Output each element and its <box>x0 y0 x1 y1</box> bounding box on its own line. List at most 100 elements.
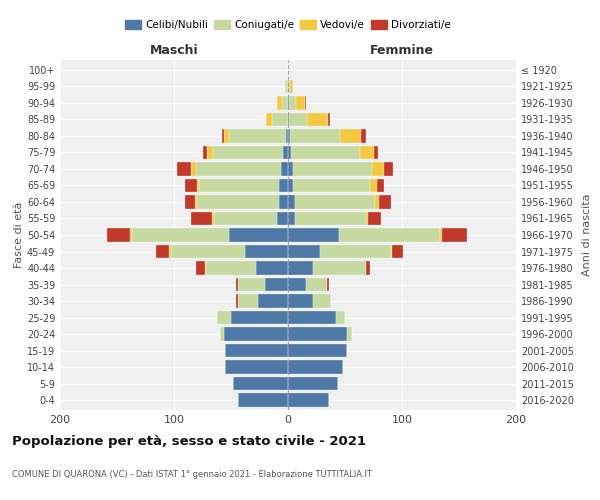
Bar <box>283 146 288 159</box>
Bar <box>289 96 296 110</box>
Bar <box>365 261 370 275</box>
Bar <box>156 244 169 258</box>
Bar <box>196 162 281 175</box>
Bar <box>286 129 288 142</box>
Bar <box>384 162 393 175</box>
Bar <box>281 162 288 175</box>
Bar <box>245 244 288 258</box>
Bar <box>283 96 288 110</box>
Bar <box>107 228 130 242</box>
Bar <box>203 146 207 159</box>
Bar <box>336 311 345 324</box>
Bar <box>290 80 293 93</box>
Bar <box>272 112 288 126</box>
Bar <box>379 195 391 209</box>
Y-axis label: Fasce di età: Fasce di età <box>14 202 24 268</box>
Bar <box>196 261 205 275</box>
Bar <box>320 244 391 258</box>
Bar <box>288 80 290 93</box>
Bar <box>220 328 224 341</box>
Bar <box>238 394 288 407</box>
Bar <box>213 146 283 159</box>
Bar <box>288 212 295 226</box>
Bar <box>226 360 288 374</box>
Bar <box>288 112 289 126</box>
Bar <box>191 162 196 175</box>
Bar <box>288 278 306 291</box>
Bar <box>288 294 313 308</box>
Bar <box>370 178 377 192</box>
Bar <box>130 228 132 242</box>
Bar <box>238 294 259 308</box>
Bar <box>169 244 170 258</box>
Bar <box>265 278 288 291</box>
Bar <box>290 129 340 142</box>
Bar <box>373 162 384 175</box>
Bar <box>197 195 279 209</box>
Bar <box>360 146 373 159</box>
Bar <box>327 278 329 291</box>
Bar <box>236 294 238 308</box>
Bar <box>224 328 288 341</box>
Bar <box>440 228 442 242</box>
Bar <box>365 212 368 226</box>
Bar <box>178 162 191 175</box>
Bar <box>368 212 382 226</box>
Bar <box>214 212 277 226</box>
Bar <box>199 178 279 192</box>
Bar <box>442 228 467 242</box>
Bar <box>305 96 306 110</box>
Bar <box>197 178 199 192</box>
Bar <box>293 162 373 175</box>
Bar <box>288 129 290 142</box>
Bar <box>288 162 293 175</box>
Bar <box>266 112 272 126</box>
Bar <box>288 261 313 275</box>
Bar <box>288 328 347 341</box>
Bar <box>374 195 379 209</box>
Bar <box>373 146 378 159</box>
Bar <box>392 244 403 258</box>
Bar <box>288 228 340 242</box>
Bar <box>185 178 197 192</box>
Bar <box>288 96 289 110</box>
Bar <box>391 244 392 258</box>
Bar <box>295 195 374 209</box>
Bar <box>377 178 384 192</box>
Bar <box>340 129 361 142</box>
Y-axis label: Anni di nascita: Anni di nascita <box>582 194 592 276</box>
Bar <box>307 112 328 126</box>
Bar <box>286 80 288 93</box>
Bar <box>288 394 329 407</box>
Bar <box>233 377 288 390</box>
Bar <box>296 96 305 110</box>
Bar <box>224 129 229 142</box>
Bar <box>288 195 295 209</box>
Bar <box>284 80 286 93</box>
Bar <box>226 344 288 358</box>
Bar <box>236 278 238 291</box>
Bar <box>229 228 288 242</box>
Bar <box>288 146 292 159</box>
Bar <box>313 294 331 308</box>
Bar <box>288 244 320 258</box>
Bar <box>185 195 194 209</box>
Bar <box>293 178 370 192</box>
Bar <box>279 195 288 209</box>
Bar <box>207 146 213 159</box>
Bar <box>212 212 214 226</box>
Bar <box>347 328 352 341</box>
Bar <box>191 212 212 226</box>
Bar <box>279 178 288 192</box>
Text: COMUNE DI QUARONA (VC) - Dati ISTAT 1° gennaio 2021 - Elaborazione TUTTITALIA.IT: COMUNE DI QUARONA (VC) - Dati ISTAT 1° g… <box>12 470 372 479</box>
Bar <box>288 344 347 358</box>
Bar <box>288 311 336 324</box>
Bar <box>222 129 224 142</box>
Bar <box>292 146 360 159</box>
Bar <box>256 261 288 275</box>
Bar <box>288 360 343 374</box>
Bar <box>328 112 330 126</box>
Bar <box>231 311 288 324</box>
Bar <box>238 278 265 291</box>
Bar <box>288 377 338 390</box>
